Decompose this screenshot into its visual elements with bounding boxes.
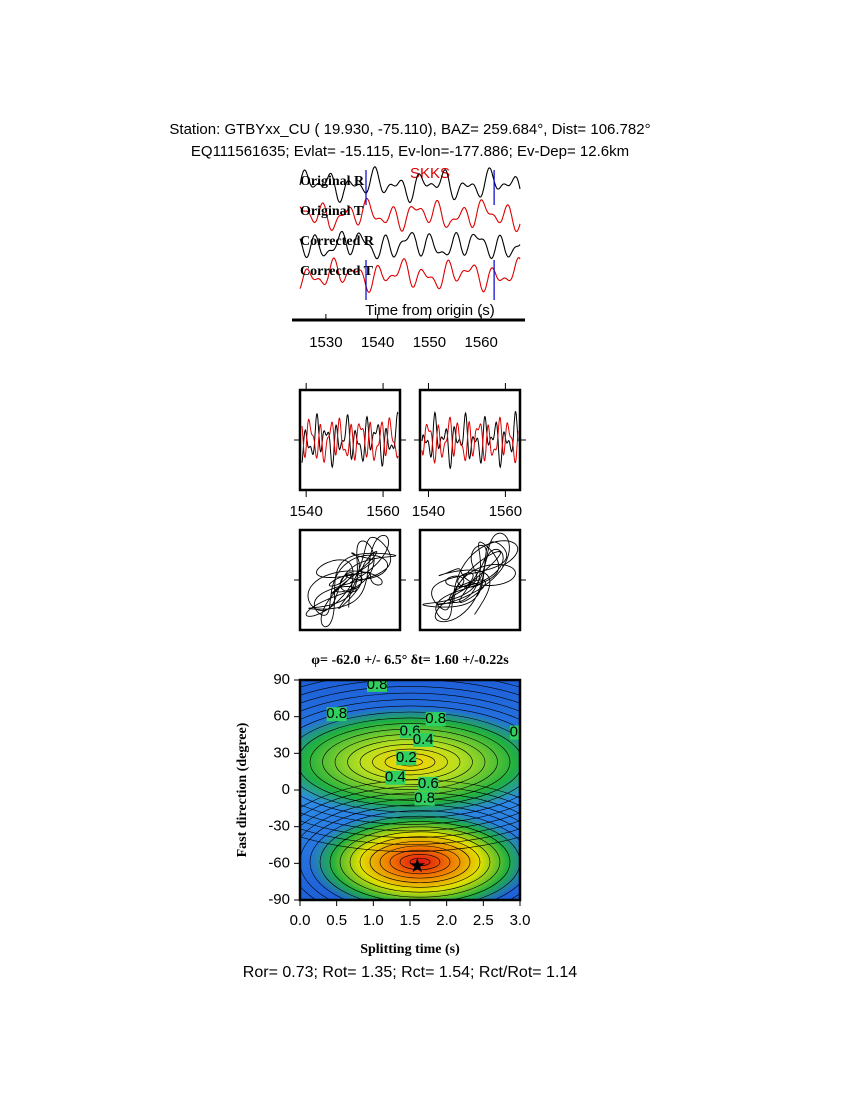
- contour-line: [300, 680, 520, 845]
- label-box: [367, 680, 387, 692]
- contour-label: 0.4: [413, 731, 434, 748]
- trace: [299, 230, 521, 260]
- label-box: [326, 707, 347, 722]
- header-line: Station: GTBYxx_CU ( 19.930, -75.110), B…: [169, 121, 650, 138]
- trace-label: Original R: [300, 174, 365, 189]
- x-tick-label: 3.0: [510, 912, 531, 929]
- x-tick-label: 1.0: [363, 912, 384, 929]
- phase-label: SKKS: [410, 165, 450, 182]
- trace-label: Corrected T: [300, 264, 374, 279]
- frame: [298, 528, 402, 632]
- contour-label: 0.6: [510, 724, 531, 741]
- contour-line: [329, 821, 511, 900]
- label-box: [396, 751, 417, 766]
- header-line: EQ111561635; Evlat= -15.115, Ev-lon=-177…: [191, 143, 629, 160]
- contour-line: [359, 744, 461, 780]
- contour-line: [347, 739, 473, 785]
- x-axis-title: Time from origin (s): [365, 302, 494, 319]
- x-tick-label: 2.5: [473, 912, 494, 929]
- x-tick-label: 1560: [489, 503, 522, 520]
- contour-line: [300, 686, 520, 838]
- contour-line: [359, 836, 481, 888]
- y-tick-label: 90: [273, 671, 290, 688]
- best-fit-star: [409, 857, 425, 873]
- contour-line: [300, 717, 520, 807]
- contour-line: [300, 711, 520, 813]
- x-tick-label: 1530: [309, 334, 342, 351]
- contour-line: [379, 845, 461, 879]
- trace-label: Corrected R: [300, 234, 375, 249]
- label-box: [425, 712, 446, 727]
- trace: [299, 257, 521, 293]
- y-tick-label: -60: [268, 854, 290, 871]
- trace-label: Original T: [300, 204, 364, 219]
- contour-line: [309, 810, 520, 900]
- label-box: [510, 725, 520, 740]
- contour-field: 0.80.80.60.80.4 0.60.20.4 0.60.8: [300, 676, 531, 900]
- contour-label: 0.6: [418, 775, 439, 792]
- x-tick-label: 0.0: [290, 912, 311, 929]
- contour-line: [300, 680, 520, 852]
- label-box: [414, 791, 435, 806]
- contour-label: 0.8: [367, 676, 388, 693]
- y-tick-label: 30: [273, 744, 290, 761]
- contour-line: [300, 705, 520, 819]
- x-tick-label: 2.0: [436, 912, 457, 929]
- label-box: [418, 776, 439, 791]
- contour-label: 0.8: [326, 705, 347, 722]
- contour-line: [389, 849, 451, 875]
- contour-label: 0.2: [396, 749, 417, 766]
- y-tick-label: -30: [268, 818, 290, 835]
- x-tick-label: 0.5: [326, 912, 347, 929]
- x-tick-label: 1540: [289, 503, 322, 520]
- y-tick-label: -90: [268, 891, 290, 908]
- grid-title: φ= -62.0 +/- 6.5° δt= 1.60 +/-0.22s: [311, 653, 509, 668]
- x-tick-label: 1540: [412, 503, 445, 520]
- label-box: [413, 732, 434, 747]
- contour-line: [369, 841, 471, 883]
- contour-line: [339, 826, 501, 898]
- trace: [421, 410, 519, 469]
- contour-label: 0.4: [385, 769, 406, 786]
- contour-line: [300, 692, 520, 832]
- trace: [421, 416, 519, 464]
- trace: [299, 166, 521, 204]
- contour-line: [309, 723, 511, 801]
- x-tick-label: 1550: [413, 334, 446, 351]
- y-tick-label: 0: [282, 781, 290, 798]
- trace: [299, 197, 521, 233]
- footer: Ror= 0.73; Rot= 1.35; Rct= 1.54; Rct/Rot…: [243, 964, 578, 981]
- trace: [301, 417, 399, 464]
- particle-motion: [422, 532, 519, 623]
- x-tick-label: 1540: [361, 334, 394, 351]
- y-axis-title: Fast direction (degree): [235, 722, 250, 857]
- contour-line: [300, 699, 520, 825]
- x-tick-label: 1.5: [400, 912, 421, 929]
- contour-line: [319, 815, 520, 900]
- contour-line: [349, 831, 491, 893]
- contour-line: [372, 748, 448, 776]
- frame: [418, 528, 522, 632]
- contour-label: 0.8: [414, 790, 435, 807]
- y-tick-label: 60: [273, 708, 290, 725]
- label-box: [385, 770, 406, 785]
- x-tick-label: 1560: [366, 503, 399, 520]
- x-tick-label: 1560: [464, 334, 497, 351]
- contour-label: 0.8: [425, 710, 446, 727]
- trace: [301, 411, 399, 469]
- particle-motion: [305, 534, 397, 628]
- x-axis-title: Splitting time (s): [360, 942, 460, 957]
